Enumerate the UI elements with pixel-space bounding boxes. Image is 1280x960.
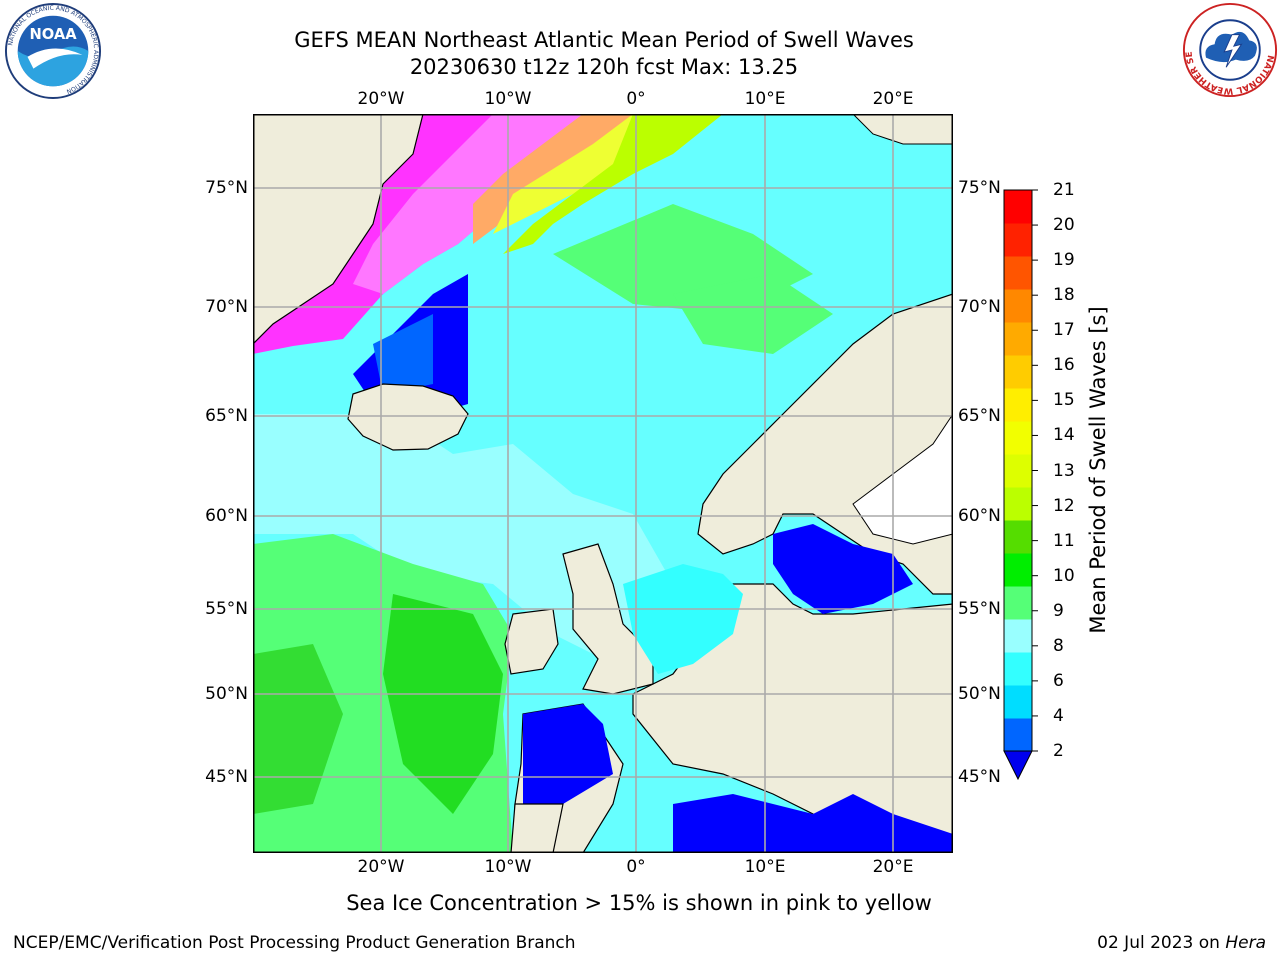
- colorbar-swatch-3: [1004, 619, 1032, 653]
- lat-tick-right-4: 55°N: [958, 599, 1001, 619]
- colorbar-swatch-14: [1004, 256, 1032, 290]
- colorbar-swatch-6: [1004, 520, 1032, 554]
- lat-tick-left-0: 75°N: [205, 178, 248, 198]
- lat-tick-right-6: 45°N: [958, 767, 1001, 787]
- colorbar-label-14: 14: [1053, 425, 1075, 446]
- colorbar-swatch-9: [1004, 421, 1032, 455]
- map-border: [253, 114, 953, 853]
- iberia-west-coast: [510, 803, 564, 853]
- colorbar-label-17: 17: [1053, 320, 1075, 341]
- dark-green-swell-zone-west: [253, 644, 343, 814]
- colorbar-label-4: 4: [1053, 705, 1064, 726]
- colorbar-swatch-1: [1004, 685, 1032, 719]
- svalbard-land: [852, 114, 953, 145]
- baltic-low-period-zone: [773, 524, 913, 614]
- lat-tick-left-2: 65°N: [205, 406, 248, 426]
- colorbar-swatch-8: [1004, 454, 1032, 488]
- graticule: [253, 114, 953, 853]
- lat-tick-right-3: 60°N: [958, 506, 1001, 526]
- north-sea-zone: [623, 564, 743, 674]
- noaa-logo: NOAA NATIONAL OCEANIC AND ATMOSPHERIC AD…: [4, 2, 102, 100]
- colorbar-label-20: 20: [1053, 215, 1075, 236]
- lat-tick-right-1: 70°N: [958, 297, 1001, 317]
- machine-name: Hera: [1225, 933, 1266, 953]
- colorbar-label-11: 11: [1053, 530, 1075, 551]
- colorbar: [1003, 189, 1038, 781]
- colorbar-swatch-5: [1004, 553, 1032, 587]
- lon-tick-top-3: 10°E: [744, 89, 786, 109]
- colorbar-swatch-13: [1004, 289, 1032, 323]
- colorbar-swatch-12: [1004, 322, 1032, 356]
- sea-ice-lime: [503, 114, 723, 254]
- lat-tick-left-4: 55°N: [205, 599, 248, 619]
- date-stamp: 02 Jul 2023 on Hera: [1097, 933, 1266, 953]
- bay-of-biscay-low-period: [523, 704, 613, 804]
- iceland-medium-low-zone: [373, 314, 433, 394]
- svg-text:NOAA: NOAA: [29, 26, 77, 43]
- colorbar-label-9: 9: [1053, 600, 1064, 621]
- lat-tick-left-5: 50°N: [205, 684, 248, 704]
- colorbar-label-6: 6: [1053, 670, 1064, 691]
- colorbar-swatch-15: [1004, 223, 1032, 257]
- colorbar-swatch-2: [1004, 652, 1032, 686]
- great-britain-land: [562, 543, 654, 695]
- chart-subtitle: 20230630 t12z 120h fcst Max: 13.25: [409, 55, 799, 79]
- lon-tick-top-4: 20°E: [872, 89, 914, 109]
- mediterranean-low-period: [673, 794, 953, 853]
- colorbar-swatch-7: [1004, 487, 1032, 521]
- colorbar-swatch-4: [1004, 586, 1032, 620]
- colorbar-label-21: 21: [1053, 180, 1075, 200]
- nws-logo: NATIONAL WEATHER SERVICE: [1182, 2, 1278, 98]
- colorbar-label-8: 8: [1053, 635, 1064, 656]
- sea-ice-yellow: [493, 114, 653, 234]
- colorbar-title: Mean Period of Swell Waves [s]: [1086, 306, 1110, 634]
- dark-green-swell-zone: [383, 594, 503, 814]
- lon-tick-bottom-0: 20°W: [357, 857, 405, 877]
- colorbar-label-13: 13: [1053, 460, 1075, 481]
- colorbar-label-10: 10: [1053, 565, 1075, 586]
- colorbar-label-19: 19: [1053, 250, 1075, 271]
- norwegian-sea-green-patch: [673, 274, 833, 354]
- swell-period-map: [253, 114, 953, 853]
- colorbar-extend-triangle: [1003, 750, 1033, 781]
- colorbar-label-16: 16: [1053, 355, 1075, 376]
- lon-tick-top-2: 0°: [626, 89, 646, 109]
- lon-tick-bottom-3: 10°E: [744, 857, 786, 877]
- lat-tick-right-2: 65°N: [958, 406, 1001, 426]
- colorbar-swatches: [1003, 189, 1038, 781]
- colorbar-label-12: 12: [1053, 495, 1075, 516]
- lat-tick-left-3: 60°N: [205, 506, 248, 526]
- colorbar-label-15: 15: [1053, 390, 1075, 411]
- colorbar-swatch-10: [1004, 388, 1032, 422]
- colorbar-label-18: 18: [1053, 285, 1075, 306]
- colorbar-swatch-16: [1004, 190, 1032, 224]
- branch-credit: NCEP/EMC/Verification Post Processing Pr…: [13, 933, 576, 953]
- lon-tick-top-1: 10°W: [484, 89, 532, 109]
- colorbar-label-2: 2: [1053, 741, 1064, 761]
- lon-tick-bottom-2: 0°: [626, 857, 646, 877]
- lat-tick-right-5: 50°N: [958, 684, 1001, 704]
- lon-tick-bottom-4: 20°E: [872, 857, 914, 877]
- iceland-land: [347, 383, 469, 451]
- lon-tick-bottom-1: 10°W: [484, 857, 532, 877]
- sea-ice-footnote: Sea Ice Concentration > 15% is shown in …: [346, 891, 932, 915]
- lon-tick-top-0: 20°W: [357, 89, 405, 109]
- date-text: 02 Jul 2023 on: [1097, 933, 1226, 953]
- gulf-of-bothnia: [852, 413, 953, 545]
- lat-tick-right-0: 75°N: [958, 178, 1001, 198]
- lat-tick-left-1: 70°N: [205, 297, 248, 317]
- chart-title: GEFS MEAN Northeast Atlantic Mean Period…: [294, 28, 914, 52]
- lat-tick-left-6: 45°N: [205, 767, 248, 787]
- colorbar-swatch-11: [1004, 355, 1032, 389]
- colorbar-swatch-0: [1004, 718, 1032, 752]
- map-svg: [253, 114, 953, 853]
